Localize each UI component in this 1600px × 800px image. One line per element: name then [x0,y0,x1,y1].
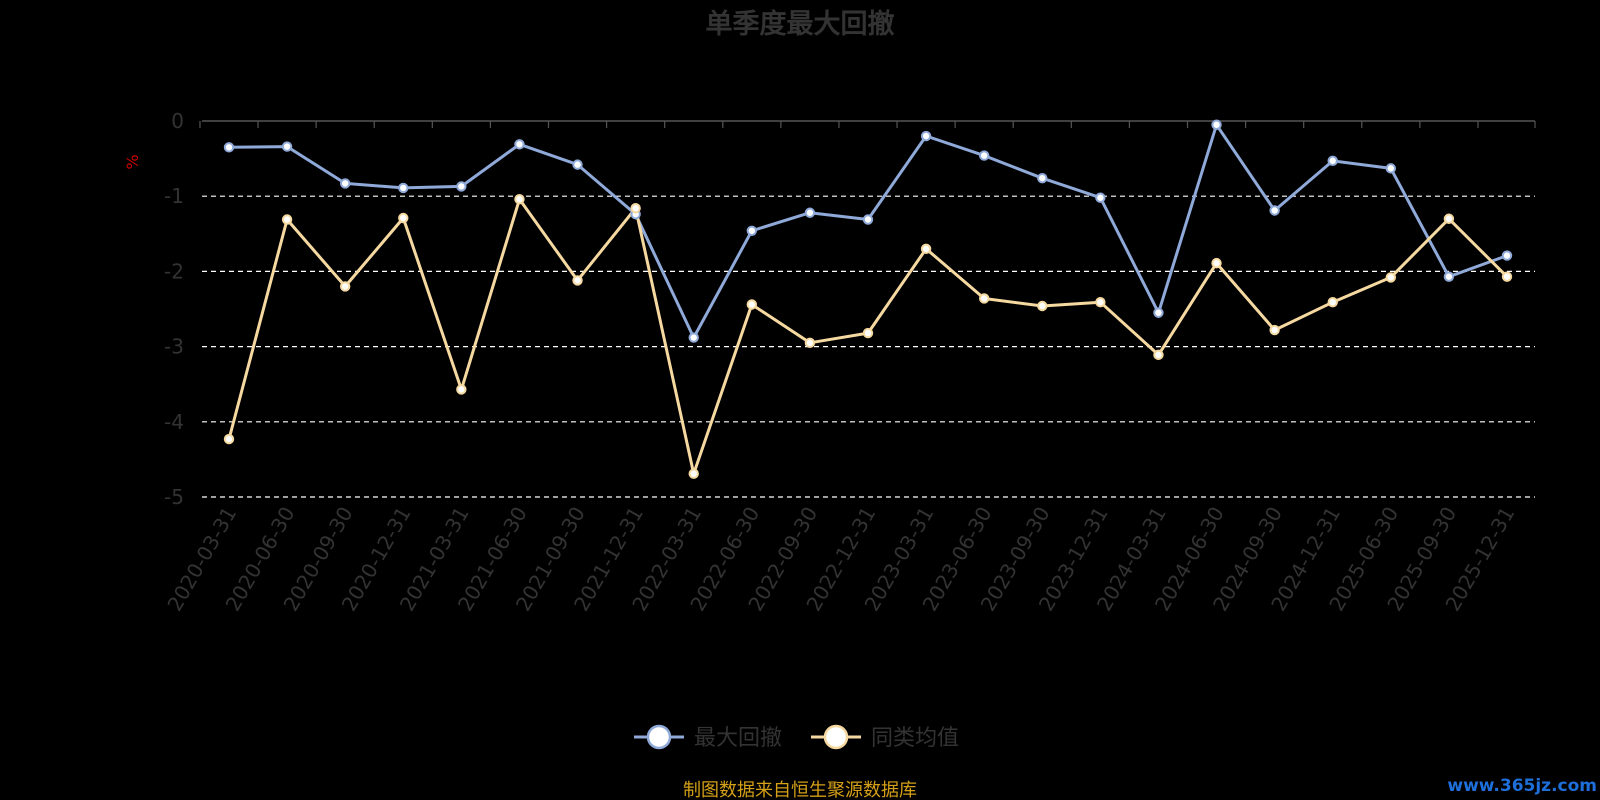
data-point-1[interactable] [804,337,816,349]
data-point-0[interactable] [281,141,293,152]
y-axis-unit-label: % [123,154,142,169]
y-tick-label: -4 [164,410,184,434]
data-point-1[interactable] [1037,300,1048,312]
data-point-0[interactable] [1385,163,1397,174]
data-point-0[interactable] [746,225,758,236]
data-point-0[interactable] [1269,205,1280,216]
legend-item-0[interactable]: 最大回撤 [634,724,782,751]
data-point-0[interactable] [1153,307,1164,318]
legend[interactable]: 最大回撤 同类均值 [634,724,959,751]
legend-label: 同类均值 [871,726,959,751]
data-point-0[interactable] [456,181,467,192]
data-point-1[interactable] [920,243,932,255]
data-point-0[interactable] [862,214,874,225]
legend-label: 最大回撤 [694,726,782,751]
data-point-0[interactable] [339,178,351,189]
data-point-0[interactable] [978,150,990,161]
data-point-1[interactable] [688,468,699,479]
data-point-0[interactable] [804,207,816,218]
data-point-1[interactable] [572,275,583,286]
y-tick-label: -5 [164,485,184,509]
legend-item-1[interactable]: 同类均值 [811,724,959,751]
data-point-0[interactable] [1501,250,1513,261]
data-point-1[interactable] [630,203,641,214]
legend-marker [646,724,672,750]
data-point-1[interactable] [1095,297,1106,308]
data-point-1[interactable] [1443,213,1455,224]
data-point-0[interactable] [1327,155,1338,167]
data-point-1[interactable] [1211,257,1222,269]
data-point-1[interactable] [1153,349,1164,361]
data-point-0[interactable] [1211,119,1222,130]
data-point-0[interactable] [920,130,932,142]
data-point-0[interactable] [688,332,699,343]
data-point-1[interactable] [746,299,758,310]
data-point-1[interactable] [1501,271,1513,282]
data-point-1[interactable] [1385,272,1397,283]
data-point-0[interactable] [1037,172,1048,184]
source-note: 制图数据来自恒生聚源数据库 [683,780,917,800]
y-tick-label: 0 [171,109,184,133]
y-tick-label: -1 [164,184,184,208]
watermark-text: www.365jz.com [1447,776,1597,796]
series-layer [223,119,1513,479]
data-point-1[interactable] [281,214,293,225]
data-point-1[interactable] [223,433,235,445]
data-point-1[interactable] [1269,324,1280,336]
data-point-0[interactable] [398,182,409,194]
data-point-1[interactable] [398,212,409,224]
data-point-0[interactable] [1095,192,1106,203]
y-tick-label: -2 [164,259,184,283]
chart-title: 单季度最大回撤 [706,8,895,40]
data-point-1[interactable] [514,194,525,205]
data-point-1[interactable] [978,293,990,304]
data-point-1[interactable] [1327,297,1338,308]
data-point-0[interactable] [514,139,525,150]
grid-layer [202,195,1535,498]
y-tick-label: -3 [164,335,184,359]
data-point-1[interactable] [862,327,874,339]
series-line-0 [228,123,1508,340]
data-point-1[interactable] [456,384,467,395]
data-point-0[interactable] [223,142,235,153]
data-point-0[interactable] [1443,271,1455,282]
data-point-0[interactable] [572,159,583,170]
data-point-1[interactable] [339,281,351,292]
legend-marker [823,724,849,750]
